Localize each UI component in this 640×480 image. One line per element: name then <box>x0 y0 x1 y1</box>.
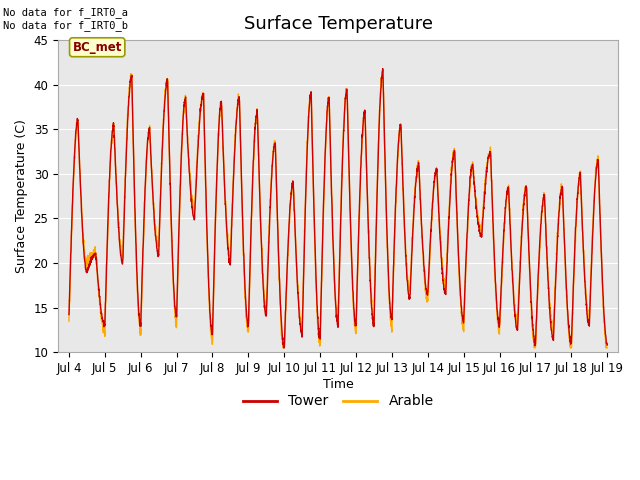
Legend: Tower, Arable: Tower, Arable <box>237 389 439 414</box>
Text: BC_met: BC_met <box>72 41 122 54</box>
X-axis label: Time: Time <box>323 378 353 391</box>
Y-axis label: Surface Temperature (C): Surface Temperature (C) <box>15 119 28 273</box>
Title: Surface Temperature: Surface Temperature <box>244 15 433 33</box>
Text: No data for f_IRT0_a
No data for f_IRT0_b: No data for f_IRT0_a No data for f_IRT0_… <box>3 7 128 31</box>
